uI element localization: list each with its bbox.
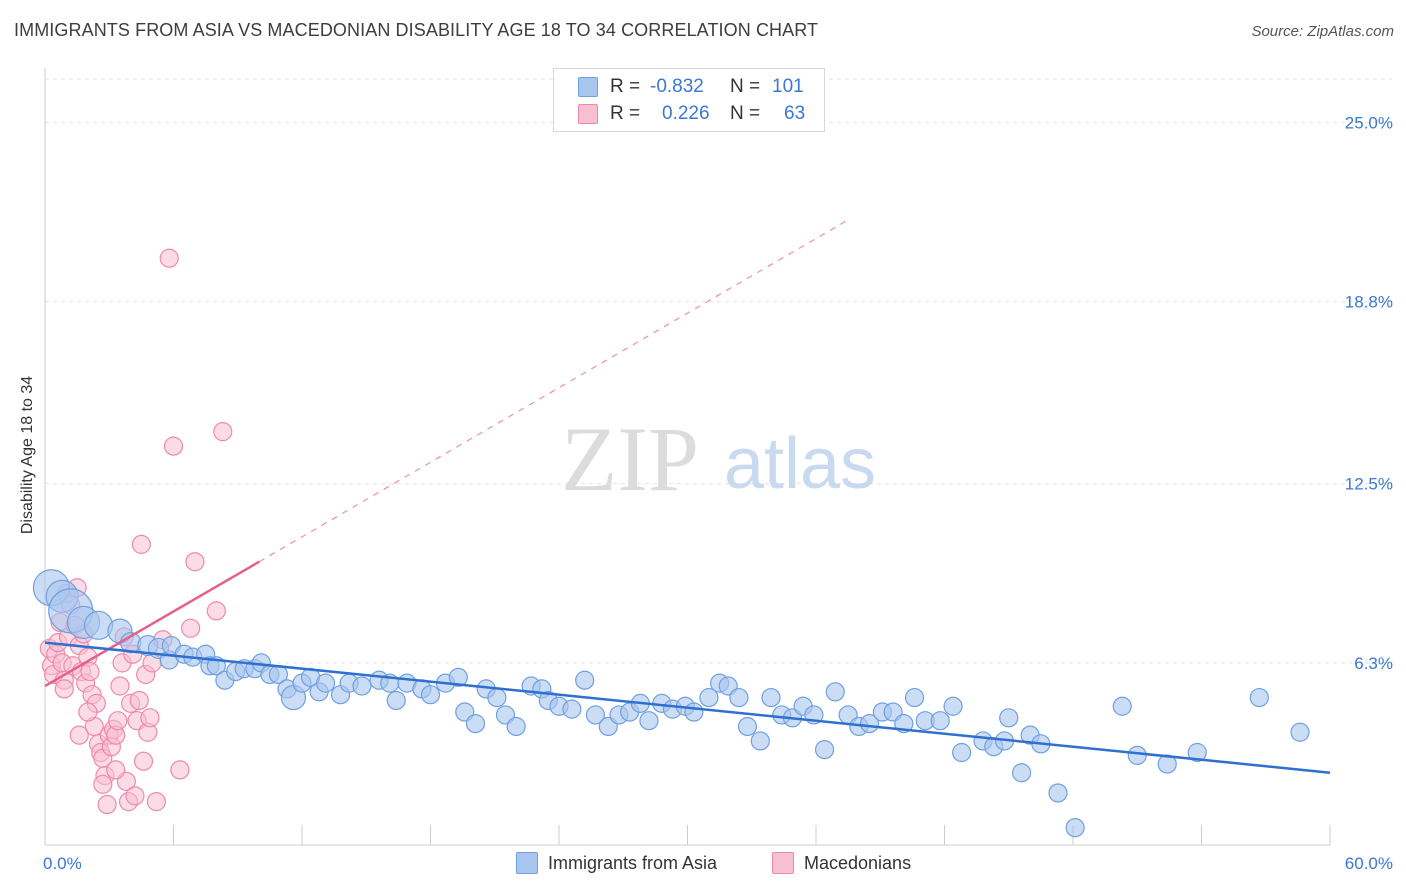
asia-point (930, 711, 950, 731)
tick-labels: 6.3% 12.5% 18.8% 25.0% 0.0% 60.0% (43, 113, 1393, 873)
bottom-legend-label-macedonians: Macedonians (804, 852, 912, 873)
macedonians-point (185, 552, 205, 572)
watermark-zip: ZIP (561, 408, 699, 510)
legend-r-value: 0.226 (662, 103, 710, 124)
asia-point (420, 685, 441, 705)
asia-point (729, 687, 749, 708)
y-axis-label: Disability Age 18 to 34 (19, 375, 36, 535)
x-tick-label: 60.0% (1345, 854, 1393, 873)
asia-point (699, 687, 719, 708)
y-tick-label: 18.8% (1345, 293, 1393, 312)
macedonians-point (146, 792, 166, 812)
macedonians-point (110, 676, 130, 696)
macedonians-points (39, 248, 233, 815)
asia-points (32, 569, 1310, 838)
asia-trend-line (44, 641, 1331, 774)
asia-point (562, 699, 582, 719)
macedonians-point (213, 422, 233, 442)
asia-point (639, 711, 659, 731)
bottom-legend-swatch-asia (516, 852, 538, 874)
y-tick-label: 6.3% (1354, 654, 1393, 673)
macedonians-point (125, 786, 145, 806)
asia-point (737, 716, 758, 737)
macedonians-trend-extension (258, 219, 849, 563)
y-tick-label: 12.5% (1345, 475, 1393, 494)
macedonians-point (159, 248, 179, 268)
macedonians-point (54, 679, 74, 699)
legend-n-label: N = (730, 76, 761, 97)
legend-swatch-asia (578, 77, 598, 97)
asia-point (999, 708, 1019, 728)
y-tick-label: 25.0% (1345, 113, 1393, 132)
macedonians-point (108, 711, 128, 731)
asia-point (761, 687, 781, 708)
macedonians-point (170, 760, 190, 780)
bottom-legend-swatch-macedonians (772, 852, 794, 874)
x-tick-label: 0.0% (43, 854, 82, 873)
axes (44, 68, 1331, 846)
asia-point (448, 667, 468, 687)
asia-point (1187, 742, 1207, 763)
chart-title: IMMIGRANTS FROM ASIA VS MACEDONIAN DISAB… (14, 20, 819, 40)
macedonians-point (69, 725, 89, 745)
macedonians-trend-line (44, 560, 260, 688)
trend-lines (44, 219, 1331, 774)
asia-point (814, 740, 835, 760)
asia-point (575, 670, 595, 690)
asia-point (585, 705, 606, 725)
correlation-legend: R = -0.832 N = 101 R = 0.226 N = 63 (553, 68, 825, 132)
legend-n-label: N = (730, 103, 761, 124)
asia-point (750, 731, 770, 751)
legend-swatch-macedonians (578, 104, 598, 124)
legend-r-label: R = (610, 76, 641, 97)
asia-point (1290, 722, 1310, 742)
macedonians-point (97, 794, 117, 815)
watermark-atlas: atlas (724, 424, 876, 504)
asia-point (506, 716, 526, 737)
legend-row-macedonians: R = 0.226 N = 63 (578, 101, 805, 127)
asia-point (952, 742, 972, 763)
asia-point (1249, 687, 1269, 708)
legend-row-asia: R = -0.832 N = 101 (578, 74, 804, 100)
source-label: Source: ZipAtlas.com (1251, 23, 1394, 40)
macedonians-point (106, 760, 126, 780)
asia-point (386, 690, 406, 711)
asia-point (684, 702, 704, 722)
asia-point (1048, 783, 1068, 803)
legend-n-value: 101 (772, 76, 804, 97)
macedonians-point (93, 774, 113, 794)
asia-point (465, 713, 486, 734)
macedonians-point (133, 751, 154, 771)
bottom-legend-macedonians[interactable]: Macedonians (772, 852, 911, 874)
macedonians-point (129, 690, 149, 711)
asia-point (1127, 745, 1147, 765)
asia-point (352, 676, 372, 696)
asia-point (904, 687, 925, 708)
asia-point (1112, 696, 1132, 716)
macedonians-point (181, 618, 201, 638)
asia-point (315, 673, 336, 693)
asia-point (859, 713, 880, 734)
bottom-legend-asia[interactable]: Immigrants from Asia (516, 852, 717, 874)
bottom-legend-label-asia: Immigrants from Asia (548, 852, 718, 873)
macedonians-point (78, 702, 98, 722)
legend-n-value: 63 (784, 103, 806, 124)
legend-r-value: -0.832 (650, 76, 704, 97)
macedonians-point (131, 534, 151, 554)
macedonians-point (140, 708, 160, 728)
asia-point (943, 696, 963, 716)
macedonians-point (163, 436, 184, 456)
watermark: ZIP atlas (561, 408, 876, 510)
asia-point (1065, 818, 1085, 838)
macedonians-point (206, 601, 226, 621)
asia-point (487, 687, 507, 708)
gridlines (45, 78, 1392, 664)
macedonians-point (80, 661, 100, 682)
asia-point (1011, 763, 1032, 783)
legend-r-label: R = (610, 103, 641, 124)
asia-point (825, 682, 845, 702)
